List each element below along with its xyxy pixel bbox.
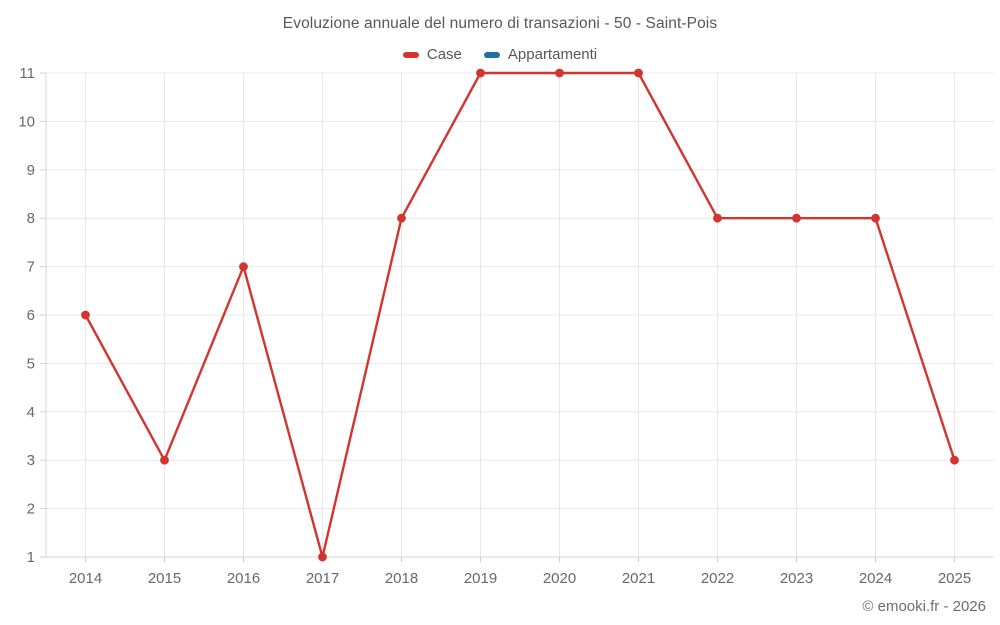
svg-text:2024: 2024	[859, 570, 892, 587]
svg-text:2: 2	[27, 501, 35, 518]
svg-text:5: 5	[27, 355, 35, 372]
svg-text:7: 7	[27, 259, 35, 276]
svg-text:4: 4	[27, 404, 35, 421]
svg-text:2019: 2019	[464, 570, 497, 587]
legend-swatch-case-icon	[402, 51, 419, 58]
svg-text:3: 3	[27, 452, 35, 469]
svg-text:1: 1	[27, 549, 35, 566]
svg-text:11: 11	[19, 65, 35, 82]
svg-text:2021: 2021	[622, 570, 655, 587]
legend-label-appartamenti: Appartamenti	[507, 46, 598, 63]
legend-label-case: Case	[426, 46, 462, 63]
svg-text:9: 9	[27, 162, 35, 179]
svg-text:2022: 2022	[701, 570, 734, 587]
svg-text:2020: 2020	[543, 570, 576, 587]
legend: Case Appartamenti	[0, 46, 1000, 63]
chart-title: Evoluzione annuale del numero di transaz…	[282, 15, 718, 32]
svg-text:8: 8	[27, 210, 35, 227]
copyright-credit: © emooki.fr - 2026	[862, 598, 986, 615]
legend-item-appartamenti[interactable]: Appartamenti	[483, 46, 598, 63]
svg-text:2025: 2025	[938, 570, 971, 587]
svg-text:2016: 2016	[227, 570, 260, 587]
legend-item-case[interactable]: Case	[402, 46, 462, 63]
svg-text:2015: 2015	[148, 570, 181, 587]
svg-text:2014: 2014	[69, 570, 102, 587]
legend-swatch-appartamenti-icon	[483, 51, 500, 58]
svg-text:2018: 2018	[385, 570, 418, 587]
svg-text:2023: 2023	[780, 570, 813, 587]
svg-text:2017: 2017	[306, 570, 339, 587]
svg-text:10: 10	[18, 113, 35, 130]
svg-text:6: 6	[27, 307, 35, 324]
